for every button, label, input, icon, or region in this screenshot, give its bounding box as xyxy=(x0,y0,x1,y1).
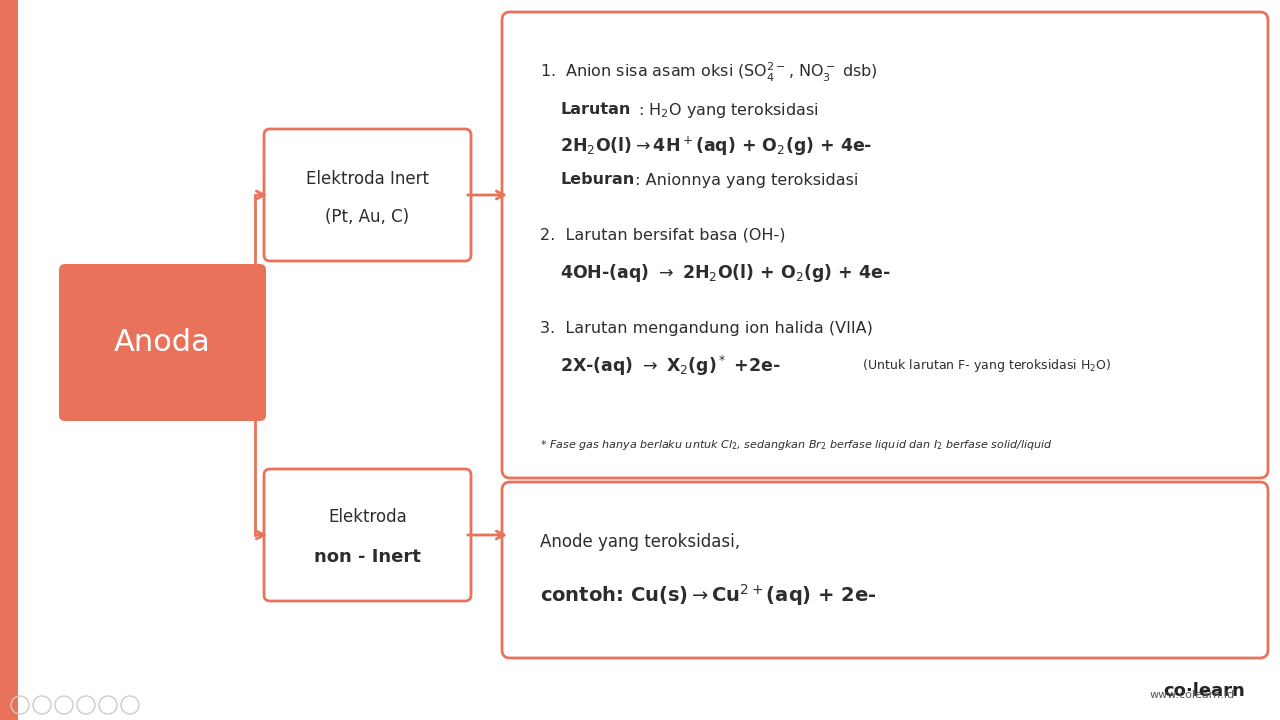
Text: 1.  Anion sisa asam oksi (SO$_4^{2-}$, NO$_3^-$ dsb): 1. Anion sisa asam oksi (SO$_4^{2-}$, NO… xyxy=(540,60,878,84)
Text: Larutan: Larutan xyxy=(561,102,630,117)
Text: Anoda: Anoda xyxy=(114,328,211,357)
Text: : Anionnya yang teroksidasi: : Anionnya yang teroksidasi xyxy=(630,173,859,187)
FancyBboxPatch shape xyxy=(502,482,1268,658)
Text: * Fase gas hanya berlaku untuk Cl$_2$, sedangkan Br$_2$ berfase liquid dan I$_2$: * Fase gas hanya berlaku untuk Cl$_2$, s… xyxy=(540,438,1053,452)
FancyBboxPatch shape xyxy=(264,129,471,261)
Text: 2H$_2$O(l)$\rightarrow$4H$^+$(aq) + O$_2$(g) + 4e-: 2H$_2$O(l)$\rightarrow$4H$^+$(aq) + O$_2… xyxy=(561,135,873,158)
FancyBboxPatch shape xyxy=(502,12,1268,478)
Text: non - Inert: non - Inert xyxy=(314,548,421,566)
Text: 4OH-(aq) $\rightarrow$ 2H$_2$O(l) + O$_2$(g) + 4e-: 4OH-(aq) $\rightarrow$ 2H$_2$O(l) + O$_2… xyxy=(561,262,891,284)
Text: Elektroda: Elektroda xyxy=(328,508,407,526)
FancyBboxPatch shape xyxy=(0,0,18,720)
Text: (Untuk larutan F- yang teroksidasi H$_2$O): (Untuk larutan F- yang teroksidasi H$_2$… xyxy=(855,358,1111,374)
Text: 2.  Larutan bersifat basa (OH-): 2. Larutan bersifat basa (OH-) xyxy=(540,228,786,243)
Text: 2X-(aq) $\rightarrow$ X$_2$(g)$^*$ +2e-: 2X-(aq) $\rightarrow$ X$_2$(g)$^*$ +2e- xyxy=(561,354,781,378)
FancyBboxPatch shape xyxy=(59,264,266,421)
Text: Anode yang teroksidasi,: Anode yang teroksidasi, xyxy=(540,533,740,551)
Text: Elektroda Inert: Elektroda Inert xyxy=(306,171,429,189)
FancyBboxPatch shape xyxy=(264,469,471,601)
Text: 3.  Larutan mengandung ion halida (VIIA): 3. Larutan mengandung ion halida (VIIA) xyxy=(540,320,873,336)
Text: contoh: Cu(s)$\rightarrow$Cu$^{2+}$(aq) + 2e-: contoh: Cu(s)$\rightarrow$Cu$^{2+}$(aq) … xyxy=(540,582,877,608)
Text: (Pt, Au, C): (Pt, Au, C) xyxy=(325,207,410,225)
Text: co·learn: co·learn xyxy=(1164,682,1245,700)
Text: Leburan: Leburan xyxy=(561,173,635,187)
Text: www.colearn.id: www.colearn.id xyxy=(1149,690,1235,700)
Text: : H$_2$O yang teroksidasi: : H$_2$O yang teroksidasi xyxy=(634,101,818,120)
